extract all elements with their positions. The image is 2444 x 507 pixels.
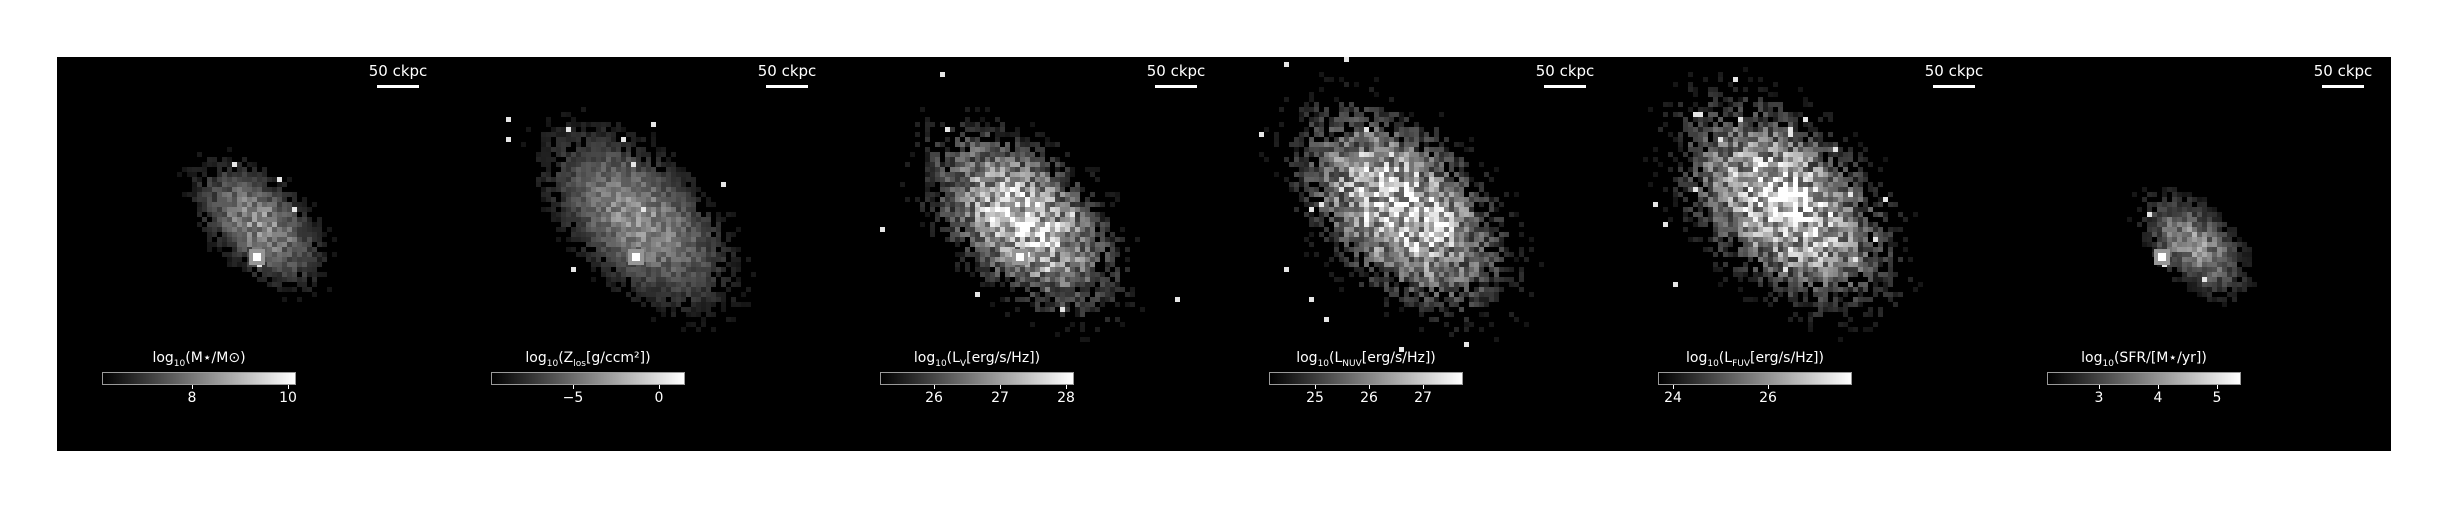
colorbar-title: log10(LNUV[erg/s/Hz]) (1296, 350, 1436, 369)
colorbar-tick-label: 25 (1306, 390, 1324, 406)
colorbar-tick (1315, 385, 1316, 389)
pixel-map (1259, 57, 1544, 352)
pixel-map (880, 72, 1180, 342)
colorbar-tick (1066, 385, 1067, 389)
scale-bar-line (1544, 85, 1586, 88)
colorbar-tick (2158, 385, 2159, 389)
scale-bar: 50 ckpc (757, 62, 817, 88)
colorbar-tick (2217, 385, 2218, 389)
colorbar-tick-label: 26 (925, 390, 943, 406)
colorbar-tick (1369, 385, 1370, 389)
panel-stellar-mass: 50 ckpc log10(M⋆/M⊙) 8 10 (57, 57, 446, 451)
colorbar-tick (934, 385, 935, 389)
colorbar-tick-label: 24 (1664, 390, 1682, 406)
colorbar-title: log10(SFR/[M⋆/yr]) (2081, 350, 2207, 369)
scale-bar-line (377, 85, 419, 88)
colorbar-tick-label: −5 (562, 390, 584, 406)
colorbar-title: log10(M⋆/M⊙) (152, 350, 246, 369)
colorbar-gradient (1269, 372, 1463, 385)
panel-fuv: 50 ckpc log10(LFUV[erg/s/Hz]) 24 26 (1613, 57, 2002, 451)
colorbar-tick (1673, 385, 1674, 389)
scale-bar-label: 50 ckpc (1535, 62, 1595, 80)
colorbar-tick (1423, 385, 1424, 389)
colorbar-gradient (491, 372, 685, 385)
scale-bar: 50 ckpc (2313, 62, 2373, 88)
scale-bar-label: 50 ckpc (1924, 62, 1984, 80)
colorbar-tick (573, 385, 574, 389)
scale-bar-line (766, 85, 808, 88)
colorbar-tick (192, 385, 193, 389)
scale-bar-label: 50 ckpc (1146, 62, 1206, 80)
scale-bar-line (1933, 85, 1975, 88)
colorbar-gradient (2047, 372, 2241, 385)
scale-bar-label: 50 ckpc (368, 62, 428, 80)
pixel-map (2127, 187, 2257, 307)
colorbar-tick-label: 3 (2094, 390, 2104, 406)
colorbar-tick (288, 385, 289, 389)
colorbar-gradient (1658, 372, 1852, 385)
scale-bar: 50 ckpc (1146, 62, 1206, 88)
colorbar-title: log10(Zlos[g/ccm²]) (525, 350, 651, 369)
colorbar-tick-label: 26 (1360, 390, 1378, 406)
colorbar-tick-label: 10 (279, 390, 297, 406)
colorbar-tick-label: 26 (1759, 390, 1777, 406)
pixel-map (1643, 67, 1923, 342)
panel-metallicity: 50 ckpc log10(Zlos[g/ccm²]) −5 0 (446, 57, 835, 451)
colorbar-tick-label: 5 (2212, 390, 2222, 406)
scale-bar: 50 ckpc (368, 62, 428, 88)
colorbar-tick-label: 8 (187, 390, 197, 406)
scale-bar-label: 50 ckpc (2313, 62, 2373, 80)
colorbar-tick (2099, 385, 2100, 389)
pixel-map (506, 107, 756, 332)
scale-bar-line (1155, 85, 1197, 88)
colorbar-tick-label: 4 (2153, 390, 2163, 406)
colorbar-tick-label: 0 (654, 390, 664, 406)
panel-v-band: 50 ckpc log10(LV[erg/s/Hz]) 26 27 28 (835, 57, 1224, 451)
scale-bar-line (2322, 85, 2364, 88)
scale-bar: 50 ckpc (1924, 62, 1984, 88)
colorbar-tick (1000, 385, 1001, 389)
image-strip: 50 ckpc log10(M⋆/M⊙) 8 10 50 ckpc log10(… (57, 57, 2391, 451)
colorbar-tick-label: 28 (1057, 390, 1075, 406)
panel-nuv: 50 ckpc log10(LNUV[erg/s/Hz]) 25 26 27 (1224, 57, 1613, 451)
pixel-map (177, 147, 337, 302)
panel-sfr: 50 ckpc log10(SFR/[M⋆/yr]) 3 4 5 (2002, 57, 2391, 451)
colorbar-tick-label: 27 (1414, 390, 1432, 406)
colorbar-tick (659, 385, 660, 389)
colorbar-title: log10(LV[erg/s/Hz]) (913, 350, 1041, 369)
scale-bar: 50 ckpc (1535, 62, 1595, 88)
scale-bar-label: 50 ckpc (757, 62, 817, 80)
colorbar-gradient (880, 372, 1074, 385)
colorbar-title: log10(LFUV[erg/s/Hz]) (1686, 350, 1824, 369)
colorbar-tick (1768, 385, 1769, 389)
colorbar-tick-label: 27 (991, 390, 1009, 406)
colorbar-gradient (102, 372, 296, 385)
